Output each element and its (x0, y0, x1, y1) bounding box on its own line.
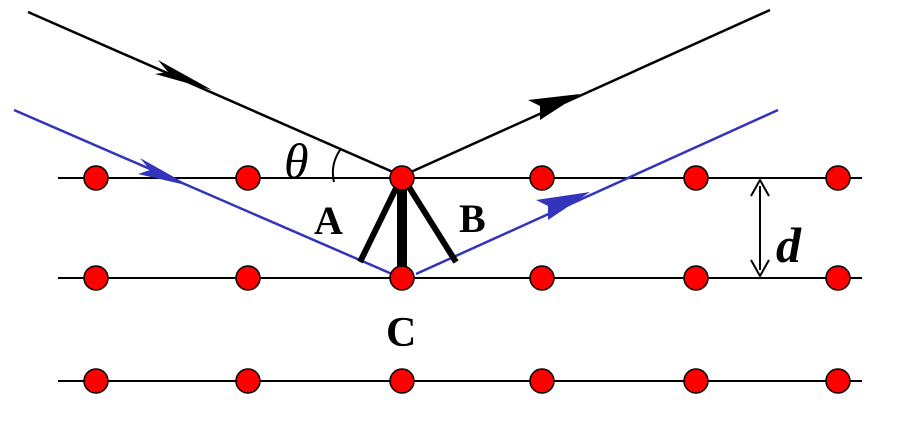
spacing-arrow-bottom (750, 259, 770, 279)
upper-reflected-ray (401, 8, 771, 178)
spacing-indicator (750, 177, 770, 279)
upper-reflected-arrow (528, 94, 580, 120)
lattice-atom (389, 368, 415, 394)
lower-reflected-ray (415, 108, 779, 276)
line-a-to-top-atom (357, 174, 405, 264)
lattice-atom (529, 165, 555, 191)
lattice-atom (83, 368, 109, 394)
lattice-atom (683, 368, 709, 394)
lattice-atom (389, 165, 415, 191)
upper-incident-ray (27, 10, 403, 178)
upper-incident-arrow (155, 60, 212, 90)
lower-incident-arrow (138, 158, 190, 186)
lattice-atom (235, 368, 261, 394)
lattice-atom (529, 265, 555, 291)
lattice-atom (825, 368, 851, 394)
line-b-to-top-atom (399, 174, 459, 264)
lattice-atom (83, 265, 109, 291)
lattice-atom (235, 265, 261, 291)
theta-label: θ (284, 133, 309, 189)
lattice-atom (83, 165, 109, 191)
path-difference-lines (357, 174, 459, 278)
point-a-label: A (314, 198, 343, 243)
lattice-atom (235, 165, 261, 191)
lower-incident-ray (13, 108, 393, 276)
lower-reflected-arrow (536, 192, 590, 220)
point-b-label: B (459, 196, 486, 241)
lattice-planes (58, 177, 862, 382)
spacing-label: d (776, 217, 802, 273)
theta-angle-arc (331, 149, 341, 183)
spacing-arrow-top (750, 177, 770, 197)
lattice-atom (683, 265, 709, 291)
lattice-atom (389, 265, 415, 291)
lattice-atom (825, 265, 851, 291)
lattice-atom (825, 165, 851, 191)
lower-ray (13, 108, 779, 276)
lattice-atom (529, 368, 555, 394)
upper-ray (27, 8, 771, 178)
point-c-label: C (386, 310, 416, 356)
lattice-atom (683, 165, 709, 191)
atoms-layer (83, 165, 851, 394)
